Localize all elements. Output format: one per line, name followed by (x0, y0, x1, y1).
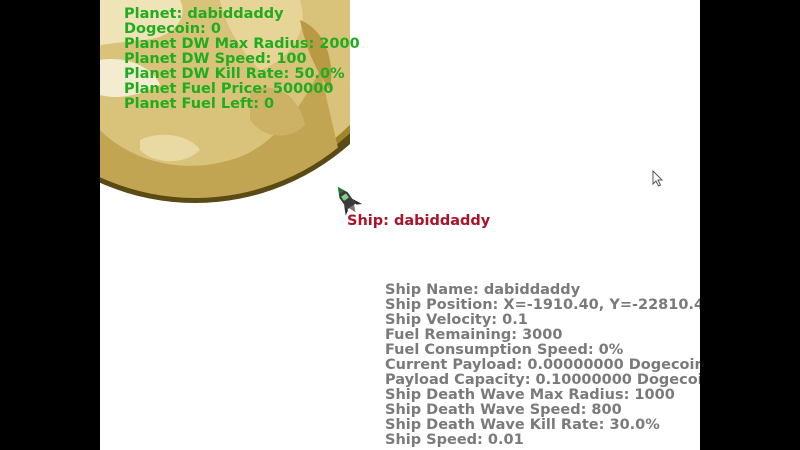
ship-info-dw-kill-rate: Ship Death Wave Kill Rate: 30.0% (385, 417, 660, 433)
planet-dw-kill-rate: Planet DW Kill Rate: 50.0% (124, 66, 345, 82)
dogecoin-planet-icon (100, 0, 350, 203)
planet-fuel-price: Planet Fuel Price: 500000 (124, 81, 334, 97)
planet-info-panel: Planet: dabiddaddy Dogecoin: 0 Planet DW… (124, 7, 360, 112)
ship-info-dw-speed: Ship Death Wave Speed: 800 (385, 402, 622, 418)
planet-dogecoin: Dogecoin: 0 (124, 21, 221, 37)
ship-name-label: Ship: dabiddaddy (347, 213, 491, 229)
ship-info-current-payload: Current Payload: 0.00000000 Dogecoin (385, 357, 700, 373)
rocket-ship-icon[interactable] (332, 182, 362, 218)
ship-info-position: Ship Position: X=-1910.40, Y=-22810.40 (385, 297, 700, 313)
ship-info-fuel-consumption: Fuel Consumption Speed: 0% (385, 342, 624, 358)
planet-dw-speed: Planet DW Speed: 100 (124, 51, 307, 67)
ship-info-panel: Ship Name: dabiddaddy Ship Position: X=-… (385, 283, 700, 448)
planet-fuel-left: Planet Fuel Left: 0 (124, 96, 275, 112)
planet-dw-max-radius: Planet DW Max Radius: 2000 (124, 36, 360, 52)
mouse-pointer-icon (652, 170, 664, 187)
ship-info-name: Ship Name: dabiddaddy (385, 282, 581, 298)
game-viewport[interactable]: Planet: dabiddaddy Dogecoin: 0 Planet DW… (100, 0, 700, 450)
ship-info-dw-max-radius: Ship Death Wave Max Radius: 1000 (385, 387, 675, 403)
ship-info-speed: Ship Speed: 0.01 (385, 432, 524, 448)
planet-name: Planet: dabiddaddy (124, 6, 284, 22)
ship-info-payload-capacity: Payload Capacity: 0.10000000 Dogecoin (385, 372, 700, 388)
ship-info-velocity: Ship Velocity: 0.1 (385, 312, 528, 328)
ship-info-fuel-remaining: Fuel Remaining: 3000 (385, 327, 563, 343)
